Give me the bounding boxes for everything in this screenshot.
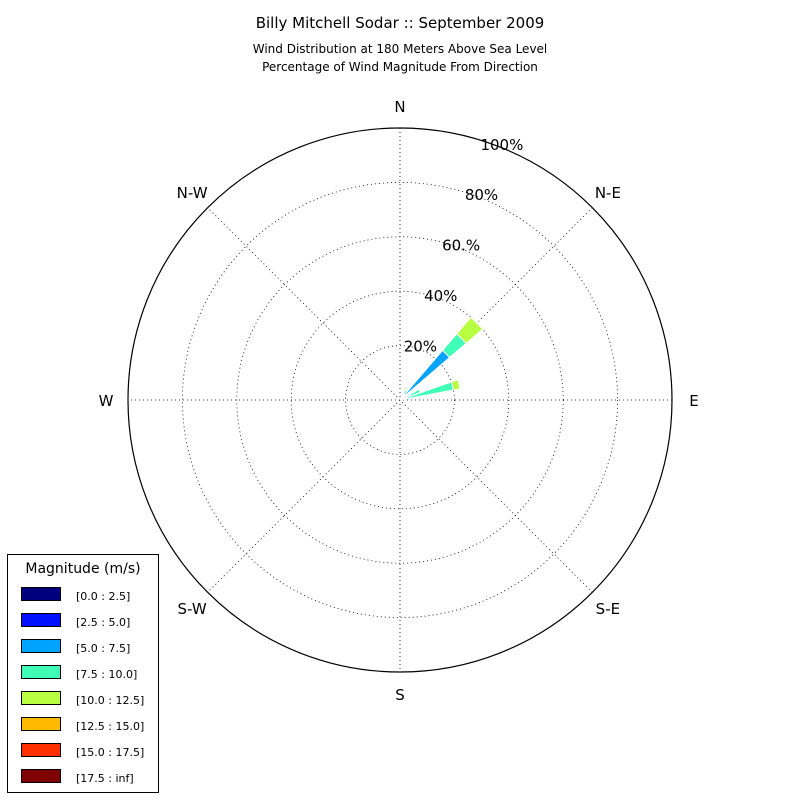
direction-label: S-E [596,600,620,618]
chart-subtitle-line-2: Percentage of Wind Magnitude From Direct… [262,60,538,74]
direction-label: E [689,392,698,410]
legend-swatch [21,587,61,601]
radial-tick-label: 40% [424,287,457,305]
legend-label: [0.0 : 2.5] [76,590,130,603]
radial-tick-label: 80% [465,186,498,204]
chart-subtitle-line-1: Wind Distribution at 180 Meters Above Se… [253,42,548,56]
grid-circle [345,345,455,455]
legend-swatch [21,717,61,731]
legend-swatch [21,769,61,783]
radial-tick-labels: 20% 40% 60.% 80% 100% [404,136,524,356]
direction-label: N-W [177,184,208,202]
wind-bar-segment [455,316,484,345]
legend-swatch [21,639,61,653]
legend-swatch [21,691,61,705]
radial-tick-label: 60.% [442,237,480,255]
grid-circle [290,290,510,510]
legend-items: [0.0 : 2.5] [2.5 : 5.0] [5.0 : 7.5] [7.5 : … [21,587,144,785]
legend-label: [7.5 : 10.0] [76,668,137,681]
direction-label: N [394,98,405,116]
legend: Magnitude (m/s) [0.0 : 2.5] [2.5 : 5.0] [5… [7,554,159,793]
wind-bars [399,316,484,401]
legend-label: [15.0 : 17.5] [76,746,144,759]
direction-labels: N N-E E S-E S S-W W N-W [99,98,699,704]
direction-label: S [395,686,405,704]
wind-bar-segment [450,379,461,391]
grid-circle [181,181,619,619]
radial-tick-label: 20% [404,338,437,356]
legend-swatch [21,665,61,679]
direction-label: W [99,392,114,410]
chart-title: Billy Mitchell Sodar :: September 2009 [256,14,545,32]
legend-label: [17.5 : inf] [76,772,134,785]
direction-label: N-E [595,184,621,202]
radial-tick-label: 100% [480,136,523,154]
legend-label: [5.0 : 7.5] [76,642,130,655]
wind-bar-segment [403,386,408,392]
legend-label: [12.5 : 15.0] [76,720,144,733]
legend-label: [2.5 : 5.0] [76,616,130,629]
direction-label: S-W [178,600,207,618]
legend-swatch [21,743,61,757]
legend-label: [10.0 : 12.5] [76,694,144,707]
legend-title: Magnitude (m/s) [25,561,140,577]
legend-swatch [21,613,61,627]
